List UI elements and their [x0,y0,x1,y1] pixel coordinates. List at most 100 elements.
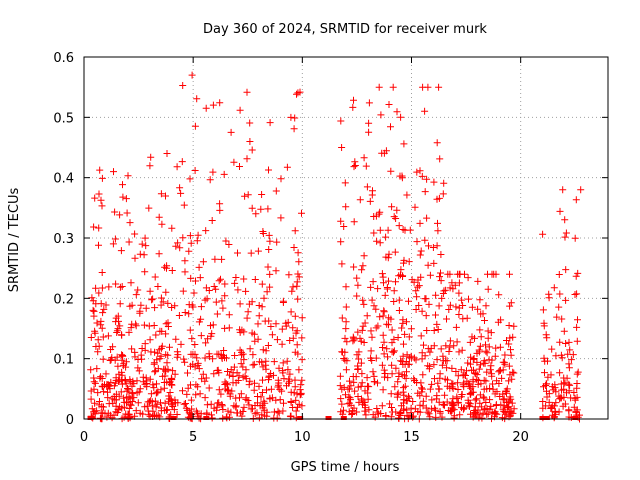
data-point [202,339,210,347]
data-point [179,234,187,242]
data-point [236,163,243,170]
data-point [418,388,426,396]
data-point [443,315,450,323]
data-point [96,374,104,382]
data-point [112,390,120,398]
data-point [441,286,449,294]
data-point [369,411,377,419]
data-point [477,333,485,341]
data-point [355,355,363,363]
data-point [401,226,409,234]
data-point [448,400,456,408]
data-point [116,322,124,330]
data-point [156,355,164,363]
data-point [125,328,133,336]
data-point [225,311,233,319]
data-point [561,379,569,387]
data-point [192,381,200,389]
data-point [555,303,563,311]
data-point [242,366,250,374]
data-point [273,238,281,246]
grid-lines [84,57,608,419]
data-point [507,351,515,359]
data-point [162,320,170,328]
data-point [397,271,404,279]
data-point [394,389,402,397]
data-point [154,411,162,419]
data-point [153,380,160,388]
data-point [486,396,494,404]
data-point [436,370,444,378]
data-point [239,350,247,358]
data-point [411,377,419,384]
data-point [548,404,556,412]
data-point [354,362,362,370]
data-point [542,380,550,388]
data-point [287,113,295,121]
data-point [434,227,442,235]
data-point [142,374,150,382]
data-point [139,378,147,386]
data-point [224,368,231,375]
data-point [346,377,353,385]
data-point [111,235,119,243]
data-point [555,408,563,416]
data-point [108,395,116,403]
data-point [244,191,252,199]
data-point [338,144,346,151]
data-point [266,394,274,402]
data-point [146,398,153,406]
axis-ticks: 0 0.1 0.2 0.3 0.4 0.5 0.6 0 5 10 15 20 [53,51,608,445]
data-point [251,410,259,418]
data-point [193,95,201,103]
data-point [237,360,245,368]
data-point [573,370,581,378]
data-point [284,318,292,326]
data-point [296,386,304,394]
data-point [287,399,295,406]
data-point [394,378,402,386]
data-point [458,296,466,304]
data-point [556,338,564,346]
data-point [168,304,176,311]
data-point [94,336,102,344]
data-point [424,261,432,269]
data-point [383,320,391,328]
data-point [221,381,229,388]
data-point [243,314,251,322]
data-point [419,371,427,379]
data-point [337,217,345,225]
data-point [176,184,184,192]
data-point [146,287,154,295]
data-point [230,363,238,371]
data-point [270,414,278,422]
data-point [358,395,365,403]
data-point [471,403,479,411]
data-point [421,188,429,196]
data-point [350,163,358,171]
data-point [254,247,262,255]
data-point [571,234,579,242]
data-point [134,399,142,407]
data-point [189,350,197,358]
data-point [224,407,232,415]
data-point [148,402,156,410]
data-point [265,372,273,380]
data-point [239,373,247,381]
data-point [380,308,388,316]
data-point [430,178,438,186]
data-point [202,104,210,112]
data-point [146,336,154,344]
data-point [138,240,146,248]
data-point [172,335,180,343]
data-point [233,409,241,417]
data-point [293,341,301,349]
data-point [240,275,248,283]
data-point [291,383,299,391]
data-point [195,365,203,373]
data-point [188,335,196,343]
data-point [449,285,457,293]
data-point [188,71,196,79]
data-point [495,368,503,376]
baseline-marker [539,416,546,420]
